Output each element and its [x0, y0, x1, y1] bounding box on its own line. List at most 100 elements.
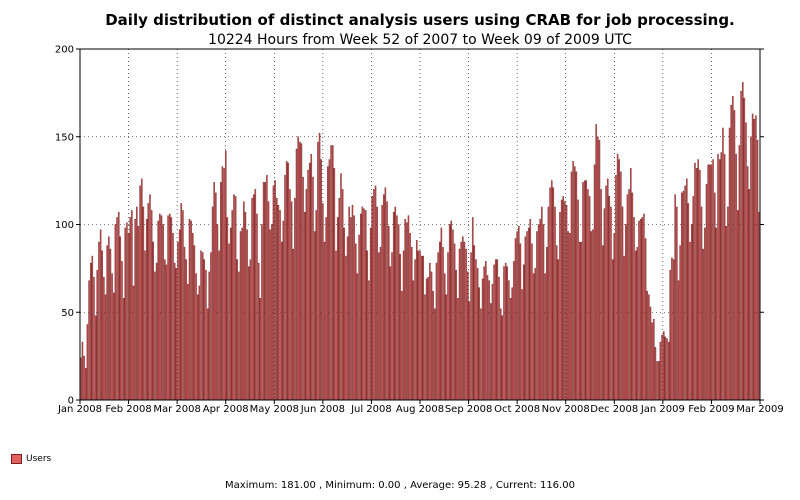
y-tick-label: 150 — [55, 132, 74, 143]
x-tick-label: Jun 2008 — [300, 404, 345, 415]
bar — [366, 250, 369, 401]
bar — [671, 257, 673, 401]
bar — [468, 301, 471, 401]
bar — [89, 262, 92, 401]
bar — [602, 245, 604, 401]
bar — [723, 154, 726, 401]
y-tick-label: 100 — [55, 220, 74, 231]
bar — [409, 233, 411, 401]
bar — [488, 280, 490, 401]
bar — [315, 210, 318, 401]
bar — [246, 229, 248, 401]
bar — [633, 217, 635, 401]
bar — [490, 303, 492, 401]
bar — [519, 243, 522, 401]
bar — [453, 243, 456, 401]
bar — [625, 224, 627, 401]
bar — [254, 189, 257, 401]
bar — [621, 206, 624, 401]
bar — [495, 259, 497, 401]
x-tick-label: Jan 2009 — [640, 404, 685, 415]
axis-ticks: 0 50 100 150 200 Jan 2008 Feb 2008 Mar 2008 Apr … — [55, 45, 784, 416]
bar — [269, 229, 271, 401]
bar — [172, 233, 174, 401]
x-tick-label: Mar 2008 — [153, 404, 201, 415]
bar — [211, 206, 214, 401]
bar — [336, 217, 339, 401]
bar — [323, 241, 326, 401]
bar — [149, 194, 151, 401]
bar — [582, 182, 584, 401]
bar — [730, 104, 732, 401]
bar — [508, 280, 510, 401]
bar — [429, 262, 431, 401]
bar — [122, 297, 125, 401]
bar — [501, 315, 504, 401]
bar — [384, 187, 387, 401]
bar — [569, 233, 571, 401]
bar — [577, 199, 579, 401]
bar — [728, 127, 731, 401]
bar — [182, 210, 184, 401]
bar — [643, 213, 645, 401]
bar — [450, 220, 453, 401]
bar — [162, 224, 164, 401]
bar — [104, 294, 107, 401]
bar — [432, 290, 434, 401]
bar — [653, 319, 655, 401]
bar — [348, 206, 350, 401]
bar — [727, 206, 729, 401]
bar — [305, 189, 308, 401]
x-tick-label: Oct 2008 — [494, 404, 540, 415]
bar — [261, 224, 263, 401]
bar — [465, 248, 467, 401]
bar — [420, 255, 423, 401]
bar — [109, 248, 112, 401]
bar — [422, 255, 425, 401]
bar — [684, 185, 686, 401]
y-tick-label: 200 — [55, 45, 74, 56]
bar — [226, 217, 229, 401]
bar — [694, 162, 696, 401]
bar — [685, 178, 688, 401]
bar — [527, 227, 530, 401]
bar — [252, 194, 255, 401]
bar — [710, 164, 713, 401]
bar — [600, 189, 602, 401]
bar — [147, 203, 150, 401]
bar — [452, 229, 454, 401]
bar — [185, 259, 187, 401]
bar — [664, 336, 667, 401]
bar — [626, 194, 629, 401]
bar — [412, 280, 415, 401]
bar — [539, 219, 541, 401]
bar — [203, 259, 206, 401]
bar — [541, 206, 543, 401]
bar — [717, 154, 719, 401]
bar — [93, 276, 95, 401]
bar — [216, 224, 219, 401]
bar — [475, 259, 477, 401]
bar — [524, 236, 527, 401]
bar — [598, 140, 601, 401]
bar — [351, 204, 354, 401]
bar — [404, 219, 406, 401]
bar — [248, 266, 250, 401]
bar — [350, 217, 352, 401]
bar — [687, 203, 690, 401]
bar — [241, 227, 243, 401]
bar — [330, 145, 332, 401]
bar — [648, 294, 650, 401]
bar — [131, 210, 133, 401]
bar — [455, 269, 457, 401]
bar — [415, 240, 418, 401]
bar — [476, 268, 479, 401]
bar — [564, 201, 566, 401]
bar — [639, 219, 642, 401]
bar — [152, 241, 155, 401]
bars-group — [80, 82, 760, 401]
bar — [218, 250, 220, 401]
bar — [205, 269, 207, 401]
bar — [557, 259, 560, 401]
